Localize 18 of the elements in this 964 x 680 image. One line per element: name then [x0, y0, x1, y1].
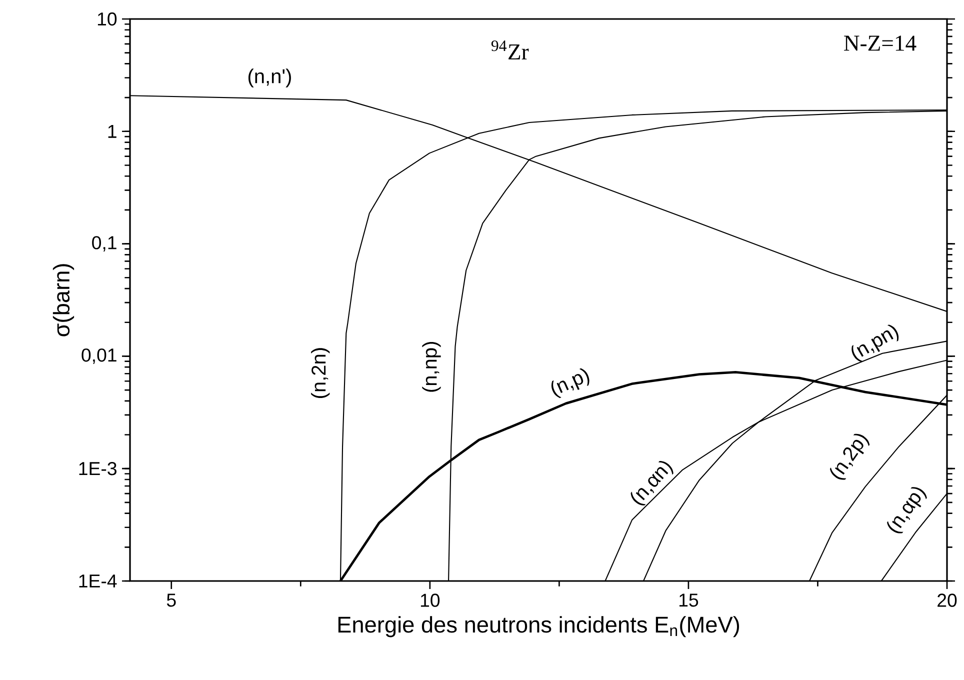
y-tick-label: 0,01 — [82, 348, 116, 364]
y-tick-label: 1E-4 — [79, 574, 117, 588]
y-tick-label: 10 — [98, 12, 117, 26]
text: (n,2n) — [311, 348, 330, 398]
y-tick-label: 1E-3 — [79, 462, 116, 476]
y-tick-label: 0,1 — [92, 236, 116, 252]
text: (n,p) — [551, 368, 590, 398]
x-tick-label: 15 — [680, 594, 698, 607]
series-label: (n,n') — [248, 68, 291, 88]
y-tick-label: 1 — [108, 124, 116, 138]
y-axis-title: σ(barn) — [52, 264, 74, 336]
x-tick-label: 20 — [938, 594, 957, 607]
text: (n,np) — [422, 342, 441, 392]
x-axis-title: Energie des neutrons incidents E$_{n}$(MeV) — [338, 616, 740, 638]
x-tick-label: 5 — [166, 594, 176, 607]
annotation: N-Z=14 — [844, 36, 916, 51]
annotation: $^{94}$Zr — [491, 40, 529, 60]
x-tick-label: 10 — [420, 594, 440, 607]
